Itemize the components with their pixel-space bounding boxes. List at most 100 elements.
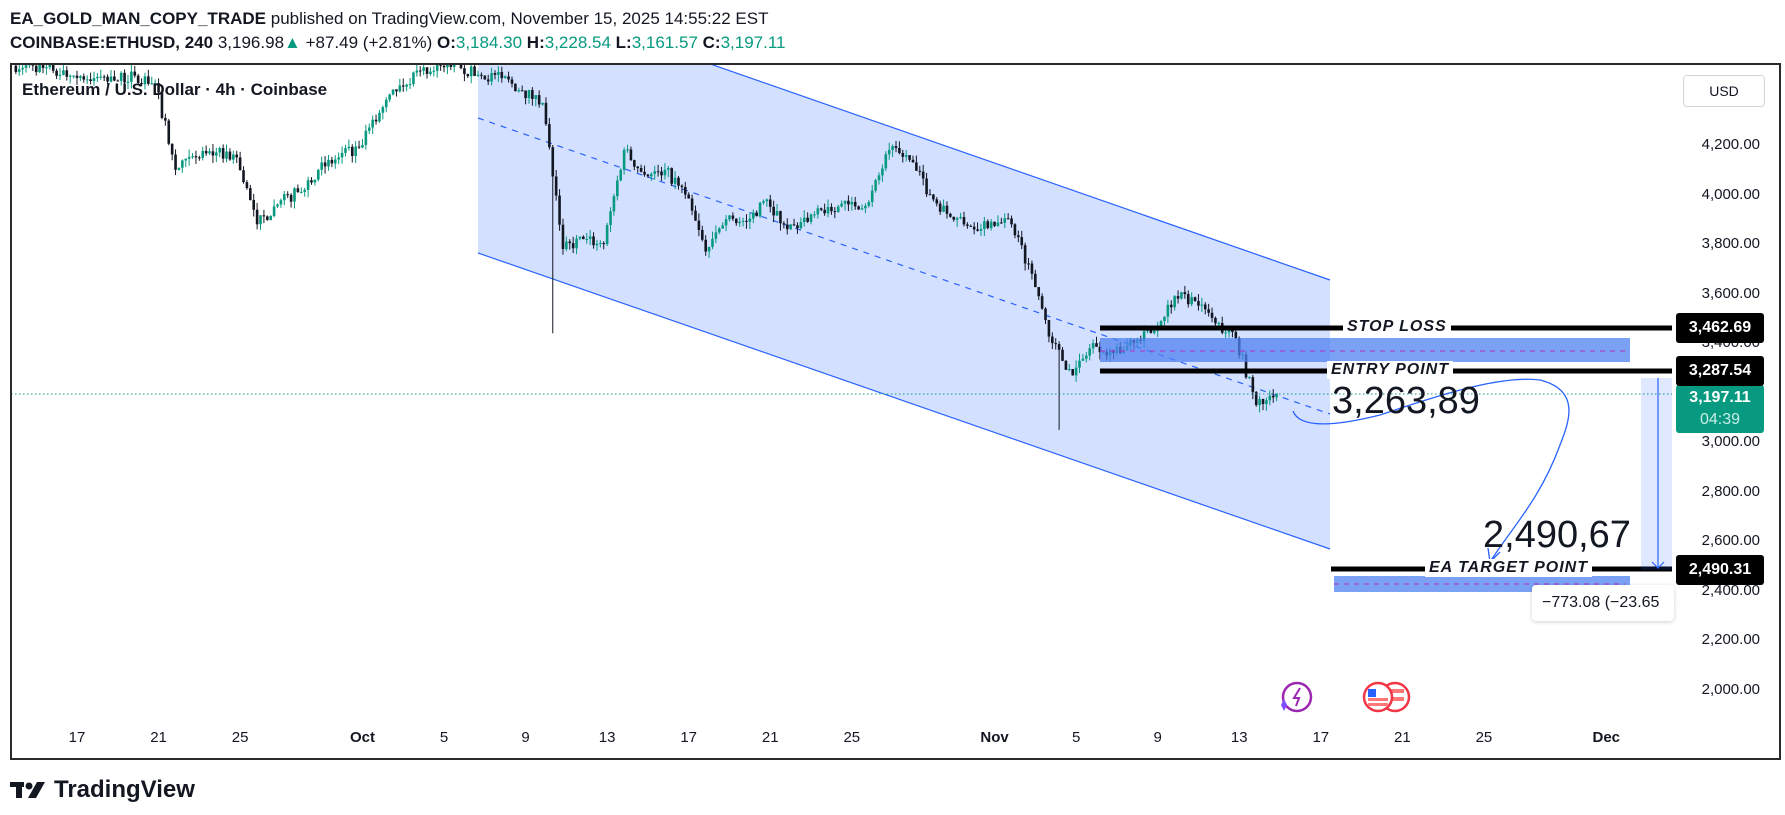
candle-body xyxy=(170,143,174,155)
candle-body xyxy=(235,154,239,158)
candle-body xyxy=(38,64,41,73)
price-change: +87.49 (+2.81%) xyxy=(305,33,433,52)
lightning-event-icon[interactable] xyxy=(1281,681,1313,713)
measure-range[interactable] xyxy=(1641,378,1674,570)
publish-line: EA_GOLD_MAN_COPY_TRADE published on Trad… xyxy=(10,9,768,29)
candle-body xyxy=(425,67,429,74)
candle-body xyxy=(575,238,578,249)
currency-button[interactable]: USD xyxy=(1683,75,1765,107)
last-price: 3,196.98 xyxy=(217,33,285,52)
up-triangle-icon: ▲ xyxy=(284,33,301,52)
candle-body xyxy=(1071,369,1075,376)
candle-body xyxy=(1142,331,1146,341)
candle-body xyxy=(208,151,211,154)
price-axis-label: 3,000.00 xyxy=(1701,433,1760,451)
candle-body xyxy=(1057,344,1061,350)
candle-body xyxy=(1159,321,1163,327)
symbol-line: COINBASE:ETHUSD, 240 3,196.98▲ +87.49 (+… xyxy=(10,33,786,53)
candle-body xyxy=(816,208,820,215)
time-axis-label: 17 xyxy=(68,729,86,746)
candle-body xyxy=(653,171,657,174)
symbol: COINBASE:ETHUSD, 240 xyxy=(10,33,214,52)
candle-body xyxy=(881,168,884,176)
candle-body xyxy=(1152,330,1156,333)
time-axis-label: Dec xyxy=(1592,729,1621,746)
measure-tooltip: −773.08 (−23.65 xyxy=(1532,585,1674,621)
candle-body xyxy=(432,70,436,72)
candle-body xyxy=(1176,296,1180,299)
candle-body xyxy=(1190,297,1193,305)
candle-body xyxy=(249,188,252,200)
low-value: 3,161.57 xyxy=(631,33,698,52)
candle-body xyxy=(367,127,371,131)
candle-body xyxy=(1078,360,1081,368)
us-flag-event-icon[interactable] xyxy=(1362,681,1394,713)
candle-body xyxy=(255,209,259,225)
candle-body xyxy=(238,157,242,171)
candle-body xyxy=(728,215,731,220)
candle-body xyxy=(490,73,493,82)
candle-body xyxy=(870,190,874,202)
candle-body xyxy=(126,81,130,83)
candle-body xyxy=(527,90,531,99)
candle-body xyxy=(1244,354,1248,378)
candle-body xyxy=(762,201,765,203)
candle-body xyxy=(1251,377,1255,393)
candle-body xyxy=(245,182,249,189)
price-axis-label: 3,600.00 xyxy=(1701,284,1760,302)
candle-body xyxy=(388,94,391,100)
candle-body xyxy=(908,155,911,160)
channel-lower-line[interactable] xyxy=(477,252,1331,550)
candle-body xyxy=(969,225,973,227)
candle-body xyxy=(537,95,541,105)
candle-body xyxy=(41,64,45,69)
candle-body xyxy=(1231,330,1234,332)
target-price-tag: 2,490.31 xyxy=(1676,555,1764,585)
candle-body xyxy=(789,224,792,230)
time-axis-label: 13 xyxy=(598,729,616,746)
candle-body xyxy=(768,199,772,207)
candle-body xyxy=(133,71,137,76)
candle-body xyxy=(785,224,789,230)
candle-body xyxy=(802,217,806,223)
candle-body xyxy=(626,149,629,151)
tradingview-logo[interactable]: TradingView xyxy=(10,776,195,804)
entry-zone xyxy=(1100,338,1630,362)
candle-body xyxy=(225,151,228,159)
candle-body xyxy=(1169,304,1173,308)
candle-body xyxy=(232,154,235,160)
candle-body xyxy=(1258,398,1261,406)
candle-body xyxy=(887,149,891,155)
candle-body xyxy=(401,85,405,87)
candle-body xyxy=(92,78,96,82)
candle-body xyxy=(514,83,517,92)
time-axis-label: 25 xyxy=(843,729,861,746)
candle-body xyxy=(113,76,116,81)
candle-body xyxy=(1074,367,1078,376)
candle-body xyxy=(507,76,510,80)
candle-body xyxy=(99,76,103,78)
candle-body xyxy=(568,241,572,244)
time-axis-label: 21 xyxy=(761,729,779,746)
channel-upper-line[interactable] xyxy=(478,0,1331,281)
candle-body xyxy=(938,203,942,212)
author-name[interactable]: EA_GOLD_MAN_COPY_TRADE xyxy=(10,9,266,28)
candle-body xyxy=(442,65,446,68)
candle-body xyxy=(289,194,293,202)
low-label: L: xyxy=(615,33,632,52)
candle-body xyxy=(772,206,775,216)
candle-body xyxy=(724,219,728,226)
price-axis-label: 4,000.00 xyxy=(1701,185,1760,203)
candle-body xyxy=(1193,297,1197,302)
candle-body xyxy=(344,148,347,153)
channel-fill xyxy=(478,64,1330,549)
candle-body xyxy=(582,236,585,240)
candle-body xyxy=(1091,343,1095,349)
candle-body xyxy=(619,169,623,181)
forecast-curve-arrow[interactable] xyxy=(1292,378,1570,563)
candle-body xyxy=(904,155,908,157)
candle-body xyxy=(717,228,721,233)
candle-body xyxy=(605,225,609,245)
candle-body xyxy=(252,199,256,210)
candle-body xyxy=(320,162,323,170)
